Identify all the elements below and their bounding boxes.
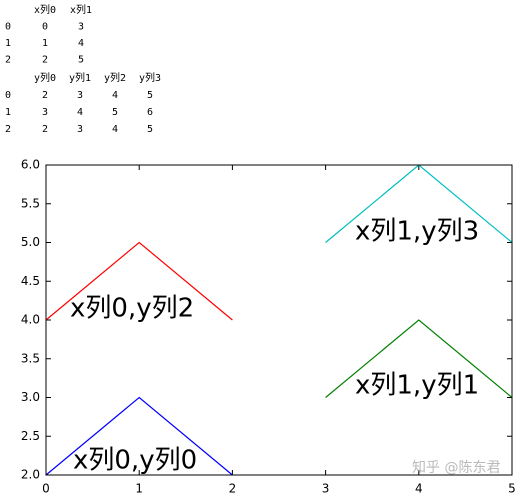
y-tick-label: 4.0 bbox=[21, 313, 40, 327]
x-tick-label: 3 bbox=[322, 482, 330, 496]
row-index: 1 bbox=[5, 107, 11, 118]
y-tick-label: 6.0 bbox=[21, 158, 40, 172]
series-line bbox=[45, 241, 233, 321]
x-tick-label: 1 bbox=[135, 482, 143, 496]
cell: 1 bbox=[42, 38, 48, 49]
cell: 2 bbox=[42, 90, 48, 101]
cell: 2 bbox=[42, 55, 48, 66]
annotation: x列1,y列3 bbox=[355, 217, 479, 247]
cell: 5 bbox=[112, 107, 118, 118]
cell: 5 bbox=[147, 124, 153, 135]
row-index: 2 bbox=[5, 55, 11, 66]
row-index: 1 bbox=[5, 38, 11, 49]
y-tick-label: 3.5 bbox=[21, 351, 40, 365]
cell: 3 bbox=[42, 107, 48, 118]
annotation: x列0,y列2 bbox=[70, 294, 194, 324]
row-index: 2 bbox=[5, 124, 11, 135]
column-header: y列1 bbox=[69, 71, 91, 84]
y-tick-label: 5.0 bbox=[21, 235, 40, 249]
series-line bbox=[45, 396, 233, 476]
x-tick-label: 5 bbox=[508, 482, 516, 496]
cell: 3 bbox=[77, 90, 83, 101]
y-tick-label: 2.0 bbox=[21, 468, 40, 482]
cell: 6 bbox=[147, 107, 153, 118]
x-tick-label: 2 bbox=[229, 482, 237, 496]
cell: 4 bbox=[112, 124, 118, 135]
plot-area bbox=[46, 165, 512, 475]
annotation: x列1,y列1 bbox=[355, 371, 479, 401]
cell: 3 bbox=[78, 22, 84, 33]
x-tick-label: 0 bbox=[42, 482, 50, 496]
y-tick-label: 3.0 bbox=[21, 390, 40, 404]
cell: 2 bbox=[42, 124, 48, 135]
plot-frame bbox=[45, 164, 513, 476]
cell: 5 bbox=[78, 55, 84, 66]
column-header: y列0 bbox=[34, 71, 56, 84]
series-line bbox=[325, 319, 513, 398]
column-header: x列0 bbox=[34, 3, 56, 16]
cell: 4 bbox=[112, 90, 118, 101]
cell: 3 bbox=[77, 124, 83, 135]
y-tick-label: 5.5 bbox=[21, 196, 40, 210]
y-tick-label: 2.5 bbox=[21, 429, 40, 443]
column-header: y列3 bbox=[139, 71, 161, 84]
cell: 0 bbox=[42, 22, 48, 33]
y-tick-label: 4.5 bbox=[21, 274, 40, 288]
cell: 5 bbox=[147, 90, 153, 101]
x-tick-label: 4 bbox=[415, 482, 423, 496]
watermark: 知乎 @陈东君 bbox=[412, 459, 500, 476]
row-index: 0 bbox=[5, 90, 11, 101]
column-header: x列1 bbox=[70, 3, 92, 16]
annotation: x列0,y列0 bbox=[73, 446, 197, 476]
cell: 4 bbox=[77, 107, 83, 118]
row-index: 0 bbox=[5, 22, 11, 33]
column-header: y列2 bbox=[104, 71, 126, 84]
cell: 4 bbox=[78, 38, 84, 49]
